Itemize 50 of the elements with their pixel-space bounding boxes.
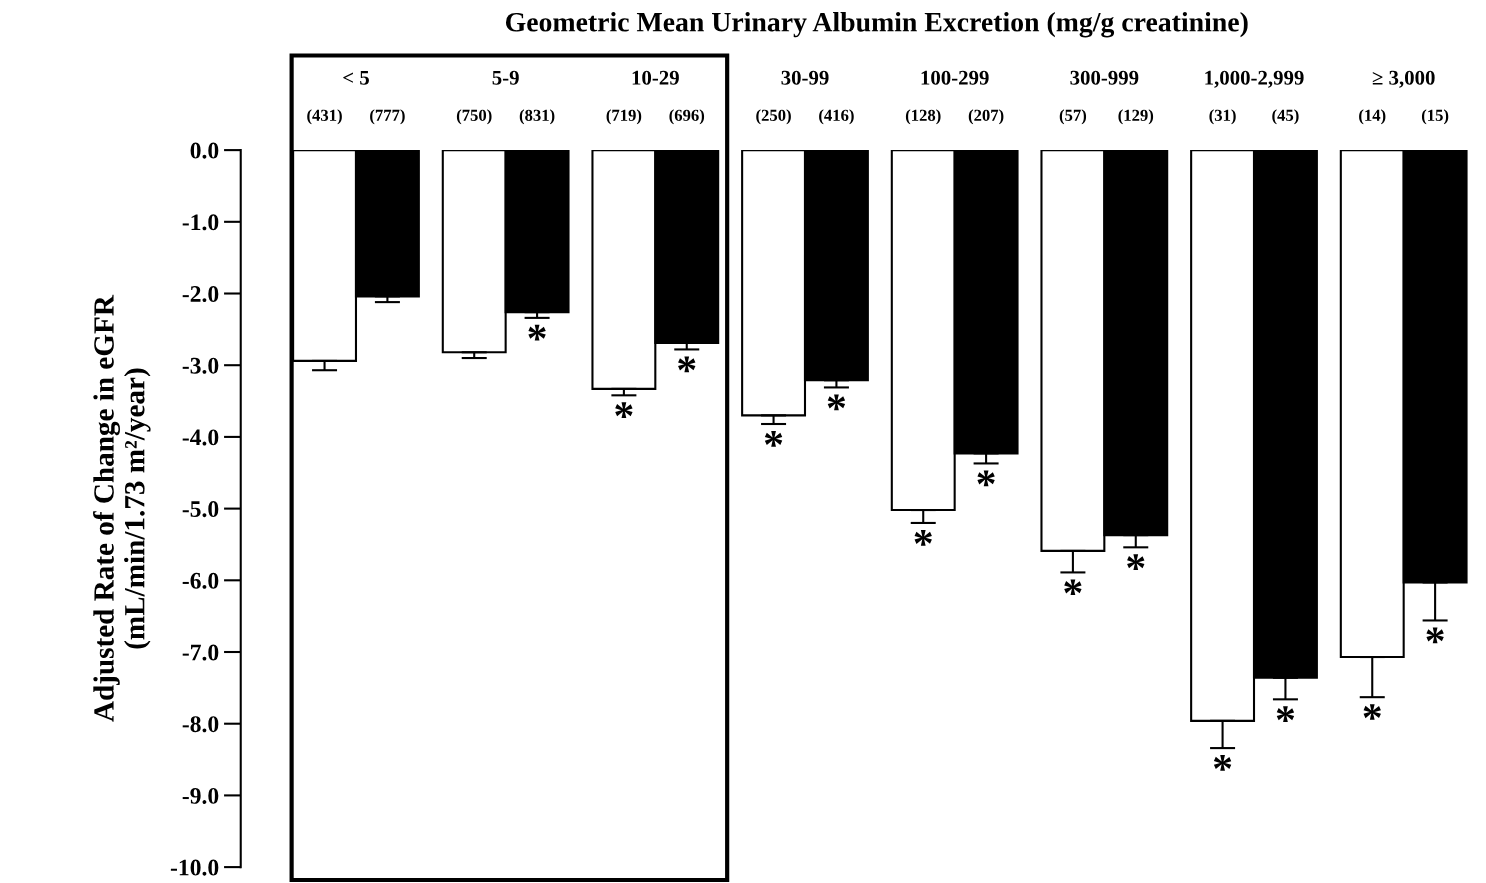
text: (14) — [1359, 109, 1386, 125]
chart-title: Geometric Mean Urinary Albumin Excretion (mg/g creatinine) — [505, 12, 1248, 38]
text: (416) — [819, 109, 854, 125]
data-label: * — [528, 324, 546, 341]
data-label: * — [1064, 579, 1082, 596]
data-label: * — [1276, 706, 1295, 723]
y-tick-label: -1.0 — [182, 214, 219, 231]
data-label: * — [764, 430, 783, 447]
x-tick-label: 5-9 — [492, 70, 519, 85]
text: (207) — [968, 109, 1004, 125]
x-tick-label: 1,000-2,999 — [1205, 70, 1304, 88]
text: (719) — [606, 109, 642, 125]
y-tick-label: -2.0 — [182, 286, 219, 303]
y-axis-title: Adjusted Rate of Change in eGFR (mL/min/1.73 m²/year) — [93, 294, 151, 722]
text: (431) — [307, 109, 342, 125]
x-tick-label: 100-299 — [921, 70, 989, 85]
y-tick-label: -6.0 — [182, 572, 219, 589]
y-tick-label: -9.0 — [182, 787, 219, 804]
data-label: * — [615, 402, 633, 419]
y-tick-label: -3.0 — [182, 357, 219, 374]
y-tick-label: -4.0 — [182, 429, 219, 446]
text: (31) — [1209, 109, 1236, 125]
x-tick-label: < 5 — [343, 70, 369, 85]
text: (250) — [756, 109, 791, 125]
data-label: * — [914, 529, 932, 546]
data-label: * — [1127, 554, 1145, 571]
text: (45) — [1272, 109, 1299, 125]
y-tick-label: 0.0 — [190, 142, 219, 159]
x-tick-label: 30-99 — [781, 70, 829, 85]
text: (777) — [370, 109, 405, 125]
data-label: * — [977, 470, 995, 487]
text: (57) — [1059, 109, 1087, 125]
text: (750) — [456, 109, 492, 125]
text: (696) — [669, 109, 705, 125]
y-tick-label: -8.0 — [182, 716, 219, 733]
y-tick-label: -10.0 — [170, 859, 219, 876]
data-label: * — [678, 356, 696, 373]
x-tick-label: 300-999 — [1070, 70, 1139, 85]
text: (15) — [1421, 109, 1449, 125]
y-tick-label: -7.0 — [182, 644, 219, 661]
data-label: * — [1363, 704, 1381, 720]
y-tick-label: -5.0 — [182, 501, 219, 518]
text: (128) — [905, 109, 941, 125]
x-tick-label: ≥ 3,000 — [1372, 70, 1435, 88]
data-label: * — [1213, 755, 1232, 771]
text: (129) — [1118, 109, 1154, 125]
data-label: * — [827, 394, 846, 411]
x-tick-label: 10-29 — [632, 70, 679, 85]
data-label: * — [1426, 627, 1444, 644]
text: (831) — [519, 109, 555, 125]
